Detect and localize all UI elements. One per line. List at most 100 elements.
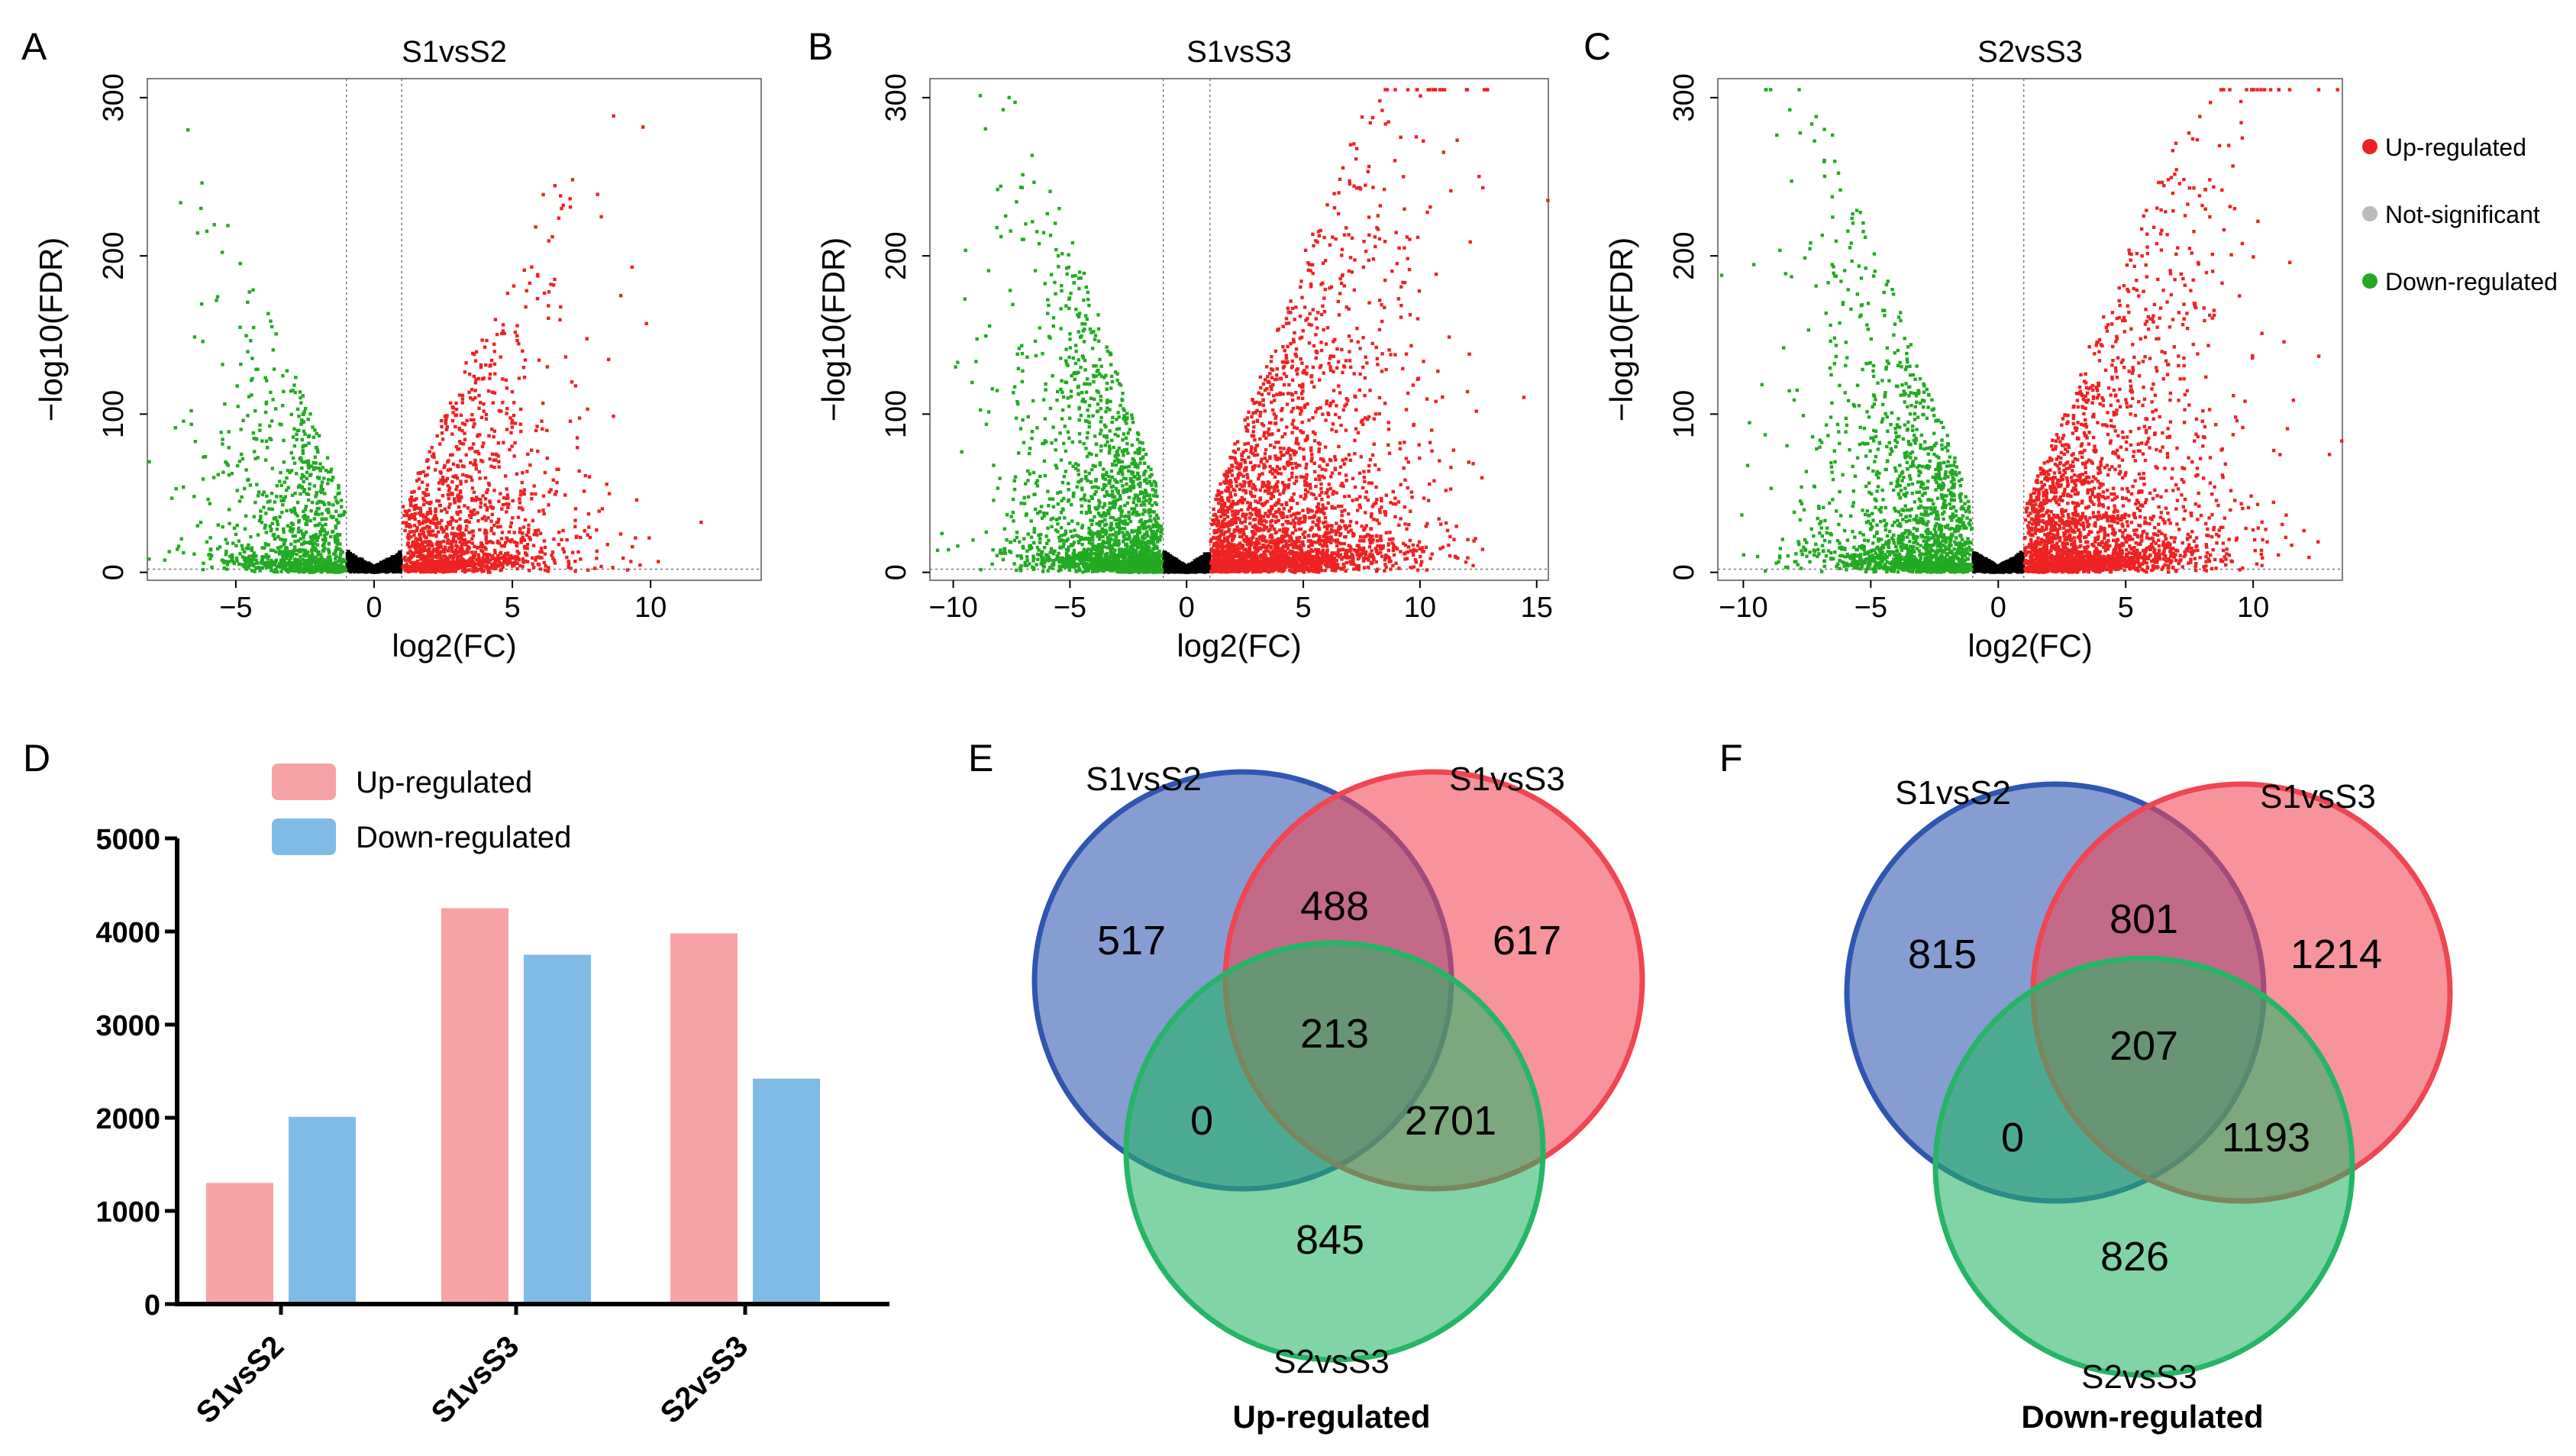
volcano-point-up [525, 470, 528, 473]
volcano-point-up [479, 502, 483, 505]
volcano-point-down [318, 476, 321, 479]
volcano-point-down [186, 128, 189, 131]
volcano-point-down [296, 429, 299, 432]
volcano-point-up [540, 547, 543, 550]
volcano-point-down [300, 418, 303, 421]
volcano-point-up [441, 530, 444, 533]
volcano-point-down [290, 413, 293, 416]
volcano-point-up [464, 520, 467, 523]
volcano-point-up [537, 509, 541, 512]
volcano-point-down [299, 401, 302, 404]
volcano-point-down [300, 467, 303, 470]
volcano-point-up [477, 377, 480, 380]
volcano-point-down [196, 231, 199, 234]
volcano-point-up [468, 568, 471, 571]
volcano-point-up [541, 402, 544, 405]
volcano-point-down [224, 553, 228, 556]
volcano-point-down [266, 500, 270, 503]
volcano-point-down [272, 549, 275, 552]
volcano-point-down [231, 559, 234, 562]
volcano-point-down [282, 541, 286, 544]
volcano-point-up [473, 422, 476, 425]
volcano-point-down [279, 423, 282, 426]
volcano-point-down [258, 424, 261, 427]
volcano-point-up [579, 536, 582, 539]
volcano-point-up [418, 486, 421, 489]
volcano-point-up [492, 401, 495, 404]
volcano-point-up [502, 558, 505, 561]
volcano-point-down [204, 455, 207, 458]
volcano-point-down [274, 407, 277, 410]
volcano-point-up [587, 525, 590, 528]
volcano-point-down [316, 507, 319, 510]
volcano-point-up [474, 463, 477, 467]
volcano-point-up [565, 556, 568, 559]
volcano-point-up [552, 479, 555, 482]
volcano-point-up [512, 414, 515, 417]
volcano-point-down [254, 554, 257, 557]
volcano-point-up [513, 531, 516, 534]
volcano-point-down [293, 545, 296, 548]
volcano-point-down [282, 528, 285, 531]
volcano-point-down [322, 476, 325, 479]
volcano-point-down [284, 547, 287, 550]
volcano-point-up [505, 379, 508, 382]
volcano-point-up [478, 528, 481, 531]
volcano-point-up [521, 481, 524, 484]
volcano-point-up [575, 536, 578, 539]
volcano-point-up [499, 551, 502, 554]
volcano-point-up [524, 358, 527, 361]
volcano-point-down [238, 460, 241, 463]
volcano-point-not-significant [398, 562, 401, 565]
volcano-point-up [470, 560, 473, 563]
volcano-point-down [278, 515, 281, 518]
volcano-point-up [567, 566, 570, 569]
volcano-point-up [463, 504, 466, 507]
volcano-point-up [465, 525, 468, 528]
volcano-point-down [227, 463, 230, 467]
volcano-point-up [404, 509, 407, 512]
volcano-point-down [311, 501, 314, 504]
volcano-point-down [243, 558, 246, 561]
volcano-point-up [536, 450, 539, 453]
volcano-point-up [422, 547, 425, 550]
volcano-point-down [249, 339, 252, 342]
volcano-point-down [226, 224, 229, 227]
volcano-point-down [216, 295, 219, 299]
volcano-point-up [547, 503, 550, 506]
volcano-point-up [454, 402, 457, 405]
volcano-point-up [492, 532, 496, 535]
volcano-point-up [477, 407, 480, 410]
volcano-point-up [482, 402, 485, 405]
volcano-point-up [478, 476, 481, 479]
volcano-point-up [440, 425, 443, 428]
volcano-point-up [440, 526, 443, 529]
volcano-point-down [331, 476, 334, 479]
volcano-point-down [275, 332, 278, 335]
volcano-point-down [307, 467, 310, 470]
volcano-point-down [294, 563, 297, 566]
volcano-point-down [269, 391, 272, 394]
volcano-point-up [412, 534, 415, 537]
volcano-point-down [324, 523, 327, 526]
volcano-point-up [518, 531, 521, 534]
volcano-point-up [526, 560, 529, 563]
volcano-point-not-significant [397, 565, 400, 568]
volcano-point-up [540, 420, 543, 423]
volcano-point-up [486, 553, 489, 556]
volcano-point-up [574, 507, 577, 510]
volcano-point-up [573, 518, 576, 521]
volcano-point-up [453, 498, 456, 501]
volcano-point-down [240, 428, 243, 431]
volcano-point-up [478, 470, 481, 473]
volcano-point-up [470, 447, 473, 450]
volcano-point-up [415, 541, 418, 544]
volcano-point-up [470, 418, 473, 421]
volcano-point-up [483, 376, 486, 379]
volcano-point-up [470, 476, 473, 479]
volcano-point-up [467, 540, 470, 543]
volcano-point-up [567, 560, 570, 563]
volcano-point-up [424, 541, 428, 544]
volcano-point-down [335, 518, 338, 521]
volcano-point-down [275, 495, 278, 498]
